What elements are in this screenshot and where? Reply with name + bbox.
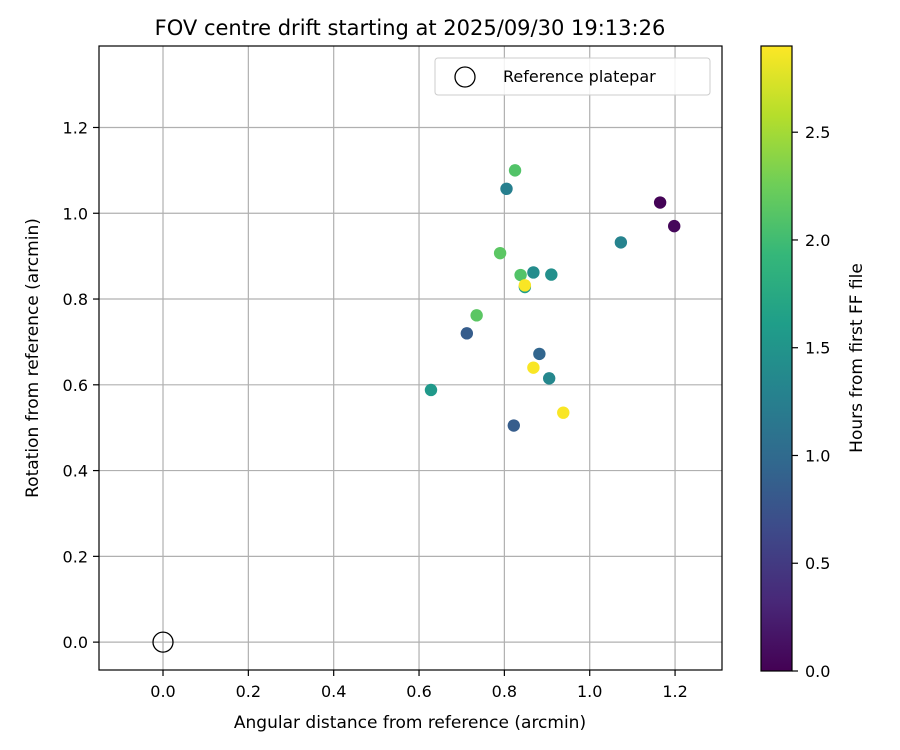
plot-area <box>99 46 722 670</box>
data-point <box>514 268 527 282</box>
data-point <box>518 279 532 292</box>
y-tick-label: 0.8 <box>63 290 88 309</box>
data-point <box>614 236 628 249</box>
y-axis-label: Rotation from reference (arcmin) <box>23 218 43 498</box>
x-axis-ticks: 0.0 0.2 0.4 0.6 0.8 1.0 1.2 <box>150 670 688 701</box>
y-tick-label: 0.2 <box>63 547 88 566</box>
x-tick-label: 0.4 <box>321 682 346 701</box>
data-points <box>152 164 734 653</box>
data-point <box>545 268 558 281</box>
x-tick-label: 0.0 <box>150 682 175 701</box>
data-point <box>508 164 522 177</box>
colorbar-gradient <box>761 46 792 671</box>
legend: Reference platepar <box>434 57 711 96</box>
colorbar-tick-label: 1.0 <box>805 446 830 465</box>
y-tick-label: 0.4 <box>63 462 88 481</box>
colorbar-ticks: 0.0 0.5 1.0 1.5 2.0 2.5 <box>792 123 830 681</box>
data-point <box>533 347 546 361</box>
data-point <box>527 361 540 374</box>
data-point <box>424 383 438 397</box>
colorbar-tick-label: 0.0 <box>805 662 830 681</box>
colorbar-tick-label: 0.5 <box>805 554 830 573</box>
colorbar-tick-label: 2.5 <box>805 123 830 142</box>
y-tick-label: 0.0 <box>63 633 88 652</box>
data-point <box>527 266 540 279</box>
reference-point <box>152 631 174 653</box>
x-tick-label: 0.8 <box>492 682 517 701</box>
plot-frame <box>98 45 723 671</box>
data-point <box>500 182 513 196</box>
data-point <box>493 246 507 260</box>
data-point <box>668 219 681 233</box>
colorbar-tick-label: 1.5 <box>805 339 830 358</box>
data-point <box>653 196 667 209</box>
data-point <box>722 235 734 247</box>
x-tick-label: 0.6 <box>406 682 431 701</box>
x-tick-label: 1.0 <box>577 682 602 701</box>
data-point <box>542 372 556 385</box>
y-tick-label: 0.6 <box>63 376 88 395</box>
data-point <box>470 309 483 322</box>
colorbar-label: Hours from first FF file <box>847 263 867 453</box>
x-axis-label: Angular distance from reference (arcmin) <box>234 713 586 733</box>
data-point <box>507 419 520 432</box>
legend-marker <box>454 66 476 88</box>
colorbar-tick-label: 2.0 <box>805 231 830 250</box>
y-tick-label: 1.2 <box>63 118 88 137</box>
legend-box <box>434 57 711 96</box>
data-point <box>557 406 570 419</box>
colorbar-frame <box>760 45 793 672</box>
y-axis-ticks: 0.0 0.2 0.4 0.6 0.8 1.0 1.2 <box>63 118 99 652</box>
x-tick-label: 0.2 <box>236 682 261 701</box>
legend-entry-label: Reference platepar <box>503 67 656 86</box>
x-tick-label: 1.2 <box>662 682 687 701</box>
colorbar: 0.0 0.5 1.0 1.5 2.0 2.5 Hours from first FF f… <box>760 45 867 681</box>
y-tick-label: 1.0 <box>63 204 88 223</box>
data-point <box>460 327 474 340</box>
grid-lines <box>99 46 722 670</box>
chart-title: FOV centre drift starting at 2025/09/30 … <box>155 16 666 40</box>
